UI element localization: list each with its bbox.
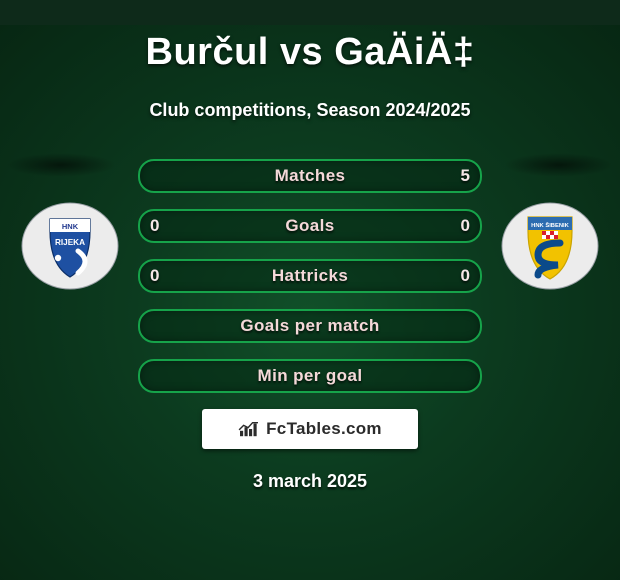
brand-domain: .com (341, 419, 382, 438)
row-goals-label: Goals (285, 216, 334, 236)
row-mpg: Min per goal (138, 359, 482, 393)
club-crest-left: HNK RIJEKA (20, 201, 120, 291)
brand-name: FcTables (266, 419, 341, 438)
row-hattricks-label: Hattricks (272, 266, 348, 286)
footer-date: 3 march 2025 (0, 471, 620, 492)
row-matches-right: 5 (461, 166, 470, 186)
brand-box[interactable]: FcTables.com (202, 409, 418, 449)
page-title: Burčul vs GaÄiÄ‡ (0, 25, 620, 74)
club-crest-right: HNK ŠIBENIK (500, 201, 600, 291)
row-hattricks-left: 0 (150, 266, 159, 286)
comparison-card: Burčul vs GaÄiÄ‡ Club competitions, Seas… (0, 25, 620, 580)
sibenik-crest-icon: HNK ŠIBENIK (500, 201, 600, 291)
row-mpg-label: Min per goal (258, 366, 363, 386)
row-hattricks: 0 Hattricks 0 (138, 259, 482, 293)
svg-text:RIJEKA: RIJEKA (55, 238, 85, 247)
row-matches: Matches 5 (138, 159, 482, 193)
subtitle: Club competitions, Season 2024/2025 (0, 100, 620, 121)
row-hattricks-right: 0 (461, 266, 470, 286)
brand-text: FcTables.com (266, 419, 382, 439)
row-matches-label: Matches (275, 166, 346, 186)
row-goals-left: 0 (150, 216, 159, 236)
rijeka-crest-icon: HNK RIJEKA (20, 201, 120, 291)
row-gpm-label: Goals per match (240, 316, 379, 336)
row-gpm: Goals per match (138, 309, 482, 343)
row-goals-right: 0 (461, 216, 470, 236)
bar-chart-icon (238, 420, 260, 438)
svg-text:HNK ŠIBENIK: HNK ŠIBENIK (531, 221, 569, 229)
svg-text:HNK: HNK (62, 222, 79, 231)
row-goals: 0 Goals 0 (138, 209, 482, 243)
